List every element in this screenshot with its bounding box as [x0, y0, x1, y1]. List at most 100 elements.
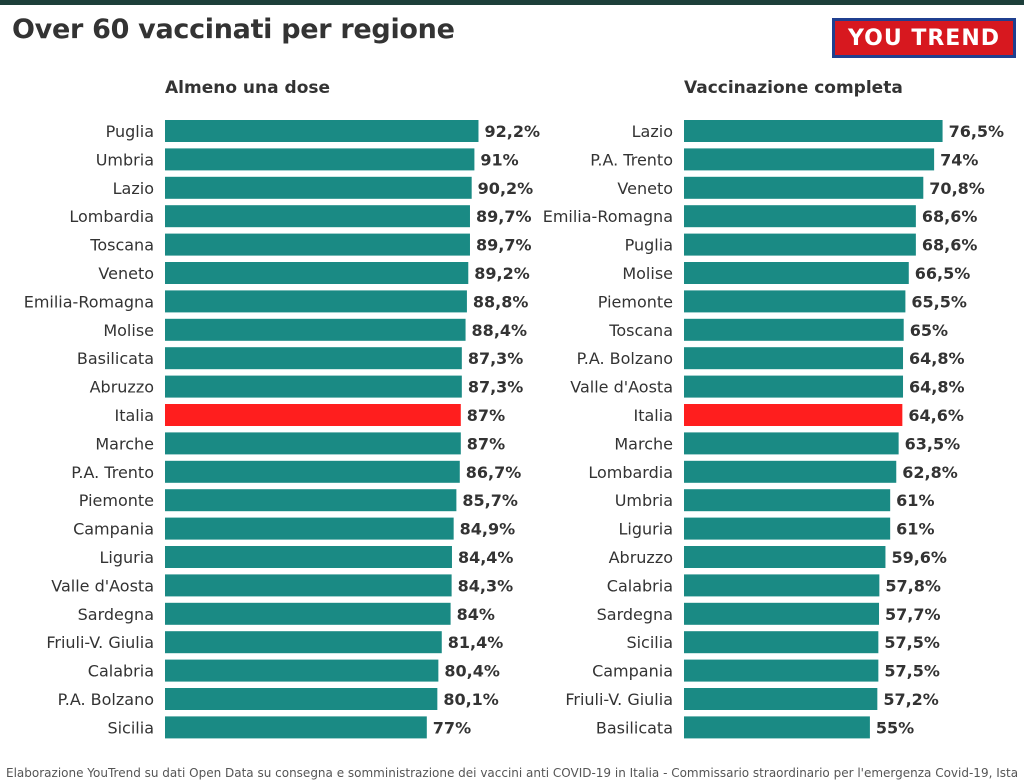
category-label: Veneto: [98, 264, 154, 283]
bar-0-1: [165, 148, 475, 171]
category-label: Calabria: [607, 576, 673, 595]
bar-0-11: [165, 432, 461, 455]
category-label: Toscana: [89, 236, 154, 255]
category-label: Campania: [592, 662, 673, 681]
bar-0-12: [165, 460, 460, 483]
category-label: Abruzzo: [609, 548, 673, 567]
category-label: Puglia: [625, 236, 673, 255]
value-label: 74%: [940, 150, 978, 169]
bar-0-9: [165, 375, 462, 398]
bar-1-12: [684, 460, 897, 483]
top-rule: [0, 0, 1024, 5]
bar-1-5: [684, 262, 909, 284]
value-label: 85,7%: [462, 491, 518, 510]
category-label: Lombardia: [69, 207, 154, 226]
bar-0-21: [165, 716, 427, 739]
bar-0-0: [165, 120, 479, 142]
value-label: 88,4%: [472, 321, 528, 340]
value-label: 57,8%: [885, 576, 941, 595]
bar-0-3: [165, 205, 470, 228]
category-label: Piemonte: [79, 491, 154, 510]
value-label: 62,8%: [902, 463, 958, 482]
category-label: P.A. Bolzano: [58, 690, 154, 709]
panel-title-first-dose: Almeno una dose: [165, 78, 331, 98]
bar-0-4: [165, 233, 470, 256]
category-label: Campania: [73, 520, 154, 539]
bar-0-8: [165, 347, 462, 370]
value-label: 57,5%: [884, 633, 940, 652]
value-label: 70,8%: [929, 179, 985, 198]
category-label: Basilicata: [596, 718, 673, 737]
category-label: Veneto: [617, 179, 673, 198]
category-label: Marche: [614, 434, 673, 453]
bar-1-11: [684, 432, 899, 455]
value-label: 84%: [457, 605, 495, 624]
value-label: 87,3%: [468, 349, 524, 368]
value-label: 90,2%: [478, 179, 534, 198]
value-label: 84,9%: [460, 520, 516, 539]
category-label: Sardegna: [597, 605, 673, 624]
category-label: Sicilia: [626, 633, 673, 652]
value-label: 76,5%: [949, 122, 1005, 141]
category-label: Basilicata: [77, 349, 154, 368]
bar-0-5: [165, 262, 469, 284]
value-label: 55%: [876, 718, 914, 737]
value-label: 81,4%: [448, 633, 504, 652]
category-label: Sicilia: [107, 718, 154, 737]
bar-0-2: [165, 176, 472, 199]
value-label: 84,4%: [458, 548, 514, 567]
category-label: Molise: [622, 264, 673, 283]
youtrend-logo: YOU TREND: [832, 18, 1016, 58]
bar-1-4: [684, 233, 916, 256]
bar-1-19: [684, 659, 879, 682]
footnote: Elaborazione YouTrend su dati Open Data …: [6, 766, 1018, 780]
bar-1-6: [684, 290, 906, 313]
bar-0-15: [165, 546, 452, 568]
bar-1-21: [684, 716, 870, 739]
logo-text: YOU TREND: [847, 25, 1001, 51]
bar-1-16: [684, 574, 880, 597]
value-label: 65,5%: [911, 292, 967, 311]
bar-1-8: [684, 347, 904, 370]
bar-1-18: [684, 631, 879, 654]
bar-0-18: [165, 631, 442, 654]
bar-1-7: [684, 318, 904, 341]
category-label: Abruzzo: [90, 378, 154, 397]
category-label: Lazio: [632, 122, 673, 141]
value-label: 92,2%: [484, 122, 540, 141]
value-label: 86,7%: [466, 463, 522, 482]
bar-0-6: [165, 290, 467, 313]
value-label: 68,6%: [922, 236, 978, 255]
value-label: 89,2%: [474, 264, 530, 283]
value-label: 57,5%: [884, 662, 940, 681]
bar-0-13: [165, 489, 457, 512]
category-label: Valle d'Aosta: [570, 378, 673, 397]
bar-0-10: [165, 404, 461, 426]
value-label: 87,3%: [468, 378, 524, 397]
bar-1-10: [684, 404, 903, 426]
value-label: 59,6%: [891, 548, 947, 567]
bar-0-16: [165, 574, 452, 597]
bar-1-2: [684, 176, 924, 199]
value-label: 61%: [896, 491, 934, 510]
category-label: Marche: [95, 434, 154, 453]
category-label: Liguria: [619, 520, 673, 539]
bar-0-7: [165, 318, 466, 341]
value-label: 64,8%: [909, 349, 965, 368]
value-label: 80,4%: [444, 662, 500, 681]
category-label: Emilia-Romagna: [24, 292, 154, 311]
category-label: Italia: [115, 406, 155, 425]
bar-1-15: [684, 546, 886, 568]
category-label: Liguria: [100, 548, 154, 567]
category-label: Toscana: [608, 321, 673, 340]
bar-1-13: [684, 489, 891, 512]
value-label: 89,7%: [476, 207, 532, 226]
category-label: Italia: [634, 406, 674, 425]
value-label: 63,5%: [905, 434, 961, 453]
category-label: Umbria: [615, 491, 673, 510]
bar-1-14: [684, 517, 891, 540]
bar-1-9: [684, 375, 904, 398]
bar-0-20: [165, 688, 438, 710]
value-label: 89,7%: [476, 236, 532, 255]
category-label: Valle d'Aosta: [51, 576, 154, 595]
